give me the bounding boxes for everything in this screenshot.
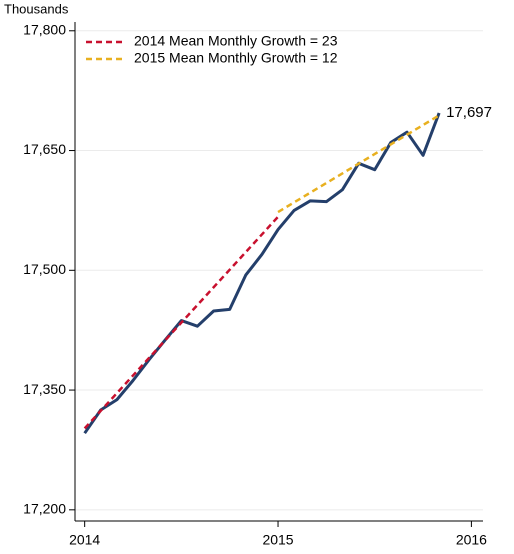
x-tick-label: 2016	[456, 532, 487, 548]
legend-label: 2015 Mean Monthly Growth = 12	[134, 50, 338, 66]
data-line	[83, 112, 441, 435]
trend-line	[83, 215, 279, 430]
trend-line	[277, 114, 440, 214]
x-tick-label: 2014	[69, 532, 100, 548]
x-tick-label: 2015	[262, 532, 293, 548]
y-tick-label: 17,800	[23, 21, 66, 37]
y-tick-label: 17,350	[23, 381, 66, 397]
y-tick-label: 17,650	[23, 141, 66, 157]
data-label: 17,697	[446, 104, 492, 121]
legend-label: 2014 Mean Monthly Growth = 23	[134, 33, 338, 49]
y-tick-label: 17,500	[23, 261, 66, 277]
y-tick-label: 17,200	[23, 501, 66, 517]
y-axis-label: Thousands	[4, 1, 69, 16]
